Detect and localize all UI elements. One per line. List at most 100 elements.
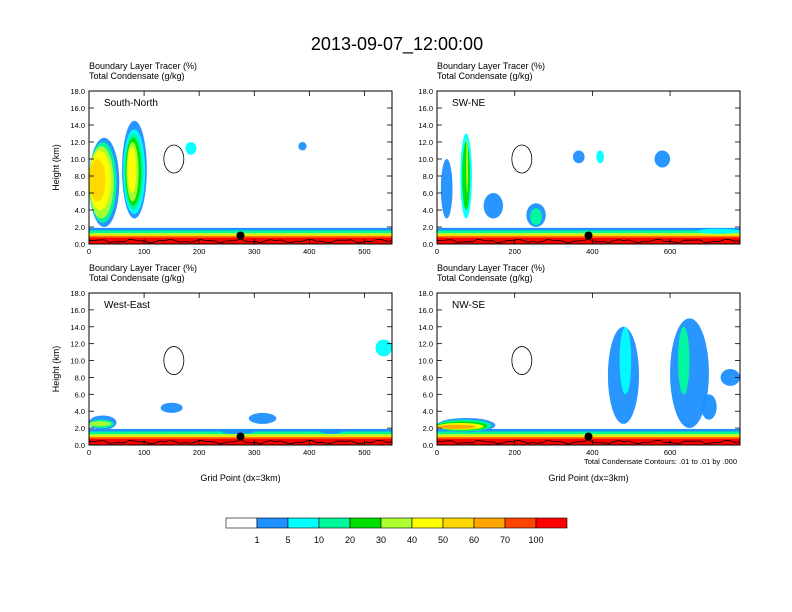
x-tick-label: 0	[435, 247, 439, 256]
location-marker	[236, 231, 245, 240]
x-tick-label: 400	[303, 448, 316, 457]
y-tick-label: 4.0	[423, 407, 433, 416]
x-tick-label: 0	[87, 247, 91, 256]
tracer-band	[89, 439, 392, 445]
panels-group: Boundary Layer Tracer (%)Total Condensat…	[51, 61, 741, 483]
colorbar-label: 20	[345, 535, 355, 545]
panel-header-line: Boundary Layer Tracer (%)	[437, 263, 545, 273]
y-tick-label: 2.0	[75, 223, 85, 232]
cloud-cell	[298, 142, 307, 151]
field-2	[89, 339, 392, 445]
colorbar-swatch	[504, 517, 537, 529]
cloud-cell	[248, 412, 277, 424]
cloud-cell	[677, 326, 690, 395]
y-tick-label: 0.0	[423, 441, 433, 450]
y-tick-label: 10.0	[418, 357, 433, 366]
colorbar-swatch	[411, 517, 444, 529]
location-marker	[236, 432, 245, 441]
y-tick-label: 2.0	[75, 424, 85, 433]
y-tick-label: 10.0	[70, 155, 85, 164]
x-tick-label: 300	[248, 247, 261, 256]
colorbar-swatch	[380, 517, 413, 529]
x-tick-label: 100	[138, 247, 151, 256]
y-tick-label: 14.0	[418, 323, 433, 332]
cloud-cell	[375, 339, 392, 357]
y-tick-label: 6.0	[75, 189, 85, 198]
cloud-cell	[89, 159, 106, 202]
colorbar-label: 30	[376, 535, 386, 545]
cloud-cell	[127, 146, 137, 193]
condensate-contour	[511, 144, 533, 174]
cloud-cell	[483, 193, 504, 219]
condensate-contour	[163, 346, 185, 375]
x-tick-label: 200	[193, 247, 206, 256]
cloud-cell	[437, 424, 476, 429]
y-tick-label: 14.0	[418, 121, 433, 130]
panel-header-line: Total Condensate (g/kg)	[89, 273, 185, 283]
colorbar-label: 1	[254, 535, 259, 545]
y-tick-label: 10.0	[418, 155, 433, 164]
cloud-cell	[720, 369, 740, 386]
y-tick-label: 4.0	[423, 206, 433, 215]
cloud-cell	[697, 228, 740, 234]
y-tick-label: 12.0	[70, 138, 85, 147]
tracer-band	[437, 439, 740, 445]
colorbar-label: 100	[528, 535, 543, 545]
x-tick-label: 500	[358, 247, 371, 256]
y-axis-label: Height (km)	[51, 346, 61, 393]
y-tick-label: 12.0	[418, 138, 433, 147]
y-tick-label: 6.0	[75, 390, 85, 399]
y-tick-label: 14.0	[70, 323, 85, 332]
x-tick-label: 0	[435, 448, 439, 457]
colorbar-swatch	[287, 517, 320, 529]
plot-frame	[436, 90, 741, 245]
y-tick-label: 2.0	[423, 223, 433, 232]
panel-label: South-North	[104, 98, 158, 109]
plot-frame	[436, 292, 741, 446]
cloud-cell	[572, 150, 585, 164]
cloud-cell	[320, 428, 343, 435]
plot-frame	[88, 292, 393, 446]
y-tick-label: 14.0	[70, 121, 85, 130]
y-tick-label: 18.0	[70, 289, 85, 298]
colorbar-swatch	[442, 517, 475, 529]
y-axis-label: Height (km)	[51, 144, 61, 191]
condensate-contour	[511, 346, 533, 375]
colorbar-label: 10	[314, 535, 324, 545]
colorbar: 1 5 10 20 30 40 50 60 70 100	[225, 517, 568, 545]
colorbar-label: 40	[407, 535, 417, 545]
field-0	[89, 120, 392, 244]
panel-label: SW-NE	[452, 98, 485, 109]
x-tick-label: 600	[664, 448, 677, 457]
y-tick-label: 18.0	[418, 289, 433, 298]
plot-frame	[88, 90, 393, 245]
y-tick-label: 8.0	[75, 172, 85, 181]
y-tick-label: 8.0	[423, 172, 433, 181]
colorbar-swatch	[349, 517, 382, 529]
y-tick-label: 12.0	[418, 340, 433, 349]
panel-sw-ne: Boundary Layer Tracer (%)Total Condensat…	[418, 61, 741, 256]
y-tick-label: 6.0	[423, 189, 433, 198]
panel-label: NW-SE	[452, 300, 485, 311]
y-tick-label: 10.0	[70, 357, 85, 366]
y-tick-label: 16.0	[70, 104, 85, 113]
colorbar-swatch	[535, 517, 568, 529]
panel-header-line: Boundary Layer Tracer (%)	[89, 61, 197, 71]
field-3	[437, 318, 740, 445]
x-tick-label: 200	[193, 448, 206, 457]
panel-header-line: Total Condensate (g/kg)	[89, 71, 185, 81]
colorbar-label: 50	[438, 535, 448, 545]
x-tick-label: 200	[508, 247, 521, 256]
y-tick-label: 4.0	[75, 206, 85, 215]
figure-title: 2013-09-07_12:00:00	[311, 34, 483, 55]
cloud-cell	[440, 159, 453, 219]
field-1	[437, 133, 740, 244]
x-axis-label: Grid Point (dx=3km)	[548, 473, 628, 483]
colorbar-label: 70	[500, 535, 510, 545]
panel-west-east: Boundary Layer Tracer (%)Total Condensat…	[51, 263, 393, 483]
x-tick-label: 0	[87, 448, 91, 457]
x-tick-label: 600	[664, 247, 677, 256]
y-tick-label: 16.0	[418, 306, 433, 315]
y-tick-label: 16.0	[70, 306, 85, 315]
